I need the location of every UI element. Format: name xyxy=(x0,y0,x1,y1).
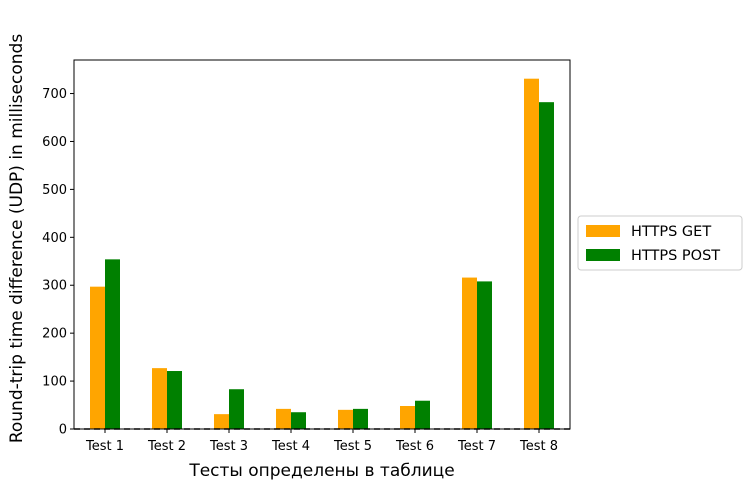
y-tick-label: 0 xyxy=(59,423,67,438)
x-axis-label: Тесты определены в таблице xyxy=(188,461,454,481)
legend-swatch xyxy=(586,249,620,261)
x-tick-label: Test 2 xyxy=(147,439,186,454)
bar-https-post-1 xyxy=(105,259,120,429)
legend-swatch xyxy=(586,225,620,237)
legend-label: HTTPS GET xyxy=(631,224,711,240)
bar-https-get-3 xyxy=(214,414,229,429)
y-tick-label: 300 xyxy=(42,279,67,294)
bars-group xyxy=(90,78,554,430)
x-tick-label: Test 5 xyxy=(333,439,372,454)
x-tick-label: Test 6 xyxy=(395,439,434,454)
y-tick-label: 500 xyxy=(42,183,67,198)
x-tick-label: Test 7 xyxy=(457,439,496,454)
bar-https-post-3 xyxy=(229,389,244,429)
y-axis: 0 100 200 300 400 500 600 700 xyxy=(42,87,74,438)
x-tick-label: Test 1 xyxy=(85,439,124,454)
y-tick-label: 200 xyxy=(42,327,67,342)
bar-https-get-1 xyxy=(90,286,105,429)
legend: HTTPS GET HTTPS POST xyxy=(577,215,743,271)
y-tick-label: 400 xyxy=(42,231,67,246)
bar-https-post-6 xyxy=(415,400,430,429)
y-tick-label: 100 xyxy=(42,375,67,390)
bar-https-get-4 xyxy=(276,408,291,429)
bar-https-get-6 xyxy=(400,405,415,429)
bar-https-get-2 xyxy=(152,368,167,429)
legend-label: HTTPS POST xyxy=(631,248,720,264)
x-tick-label: Test 3 xyxy=(209,439,248,454)
plot-frame xyxy=(73,59,571,430)
y-tick-label: 700 xyxy=(42,87,67,102)
bar-https-post-8 xyxy=(539,102,554,430)
bar-https-post-4 xyxy=(291,412,306,429)
y-axis-label: Round-trip time difference (UDP) in mill… xyxy=(7,34,27,443)
bar-https-get-5 xyxy=(338,409,353,429)
y-tick-label: 600 xyxy=(42,135,67,150)
bar-https-post-2 xyxy=(167,371,182,429)
bar-https-post-7 xyxy=(477,281,492,429)
bar-https-get-8 xyxy=(524,78,539,430)
x-tick-label: Test 4 xyxy=(271,439,310,454)
x-tick-label: Test 8 xyxy=(519,439,558,454)
bar-https-post-5 xyxy=(353,408,368,429)
x-axis: Test 1 Test 2 Test 3 Test 4 Test 5 Test 6 Test… xyxy=(85,429,558,454)
bar-https-get-7 xyxy=(462,277,477,429)
